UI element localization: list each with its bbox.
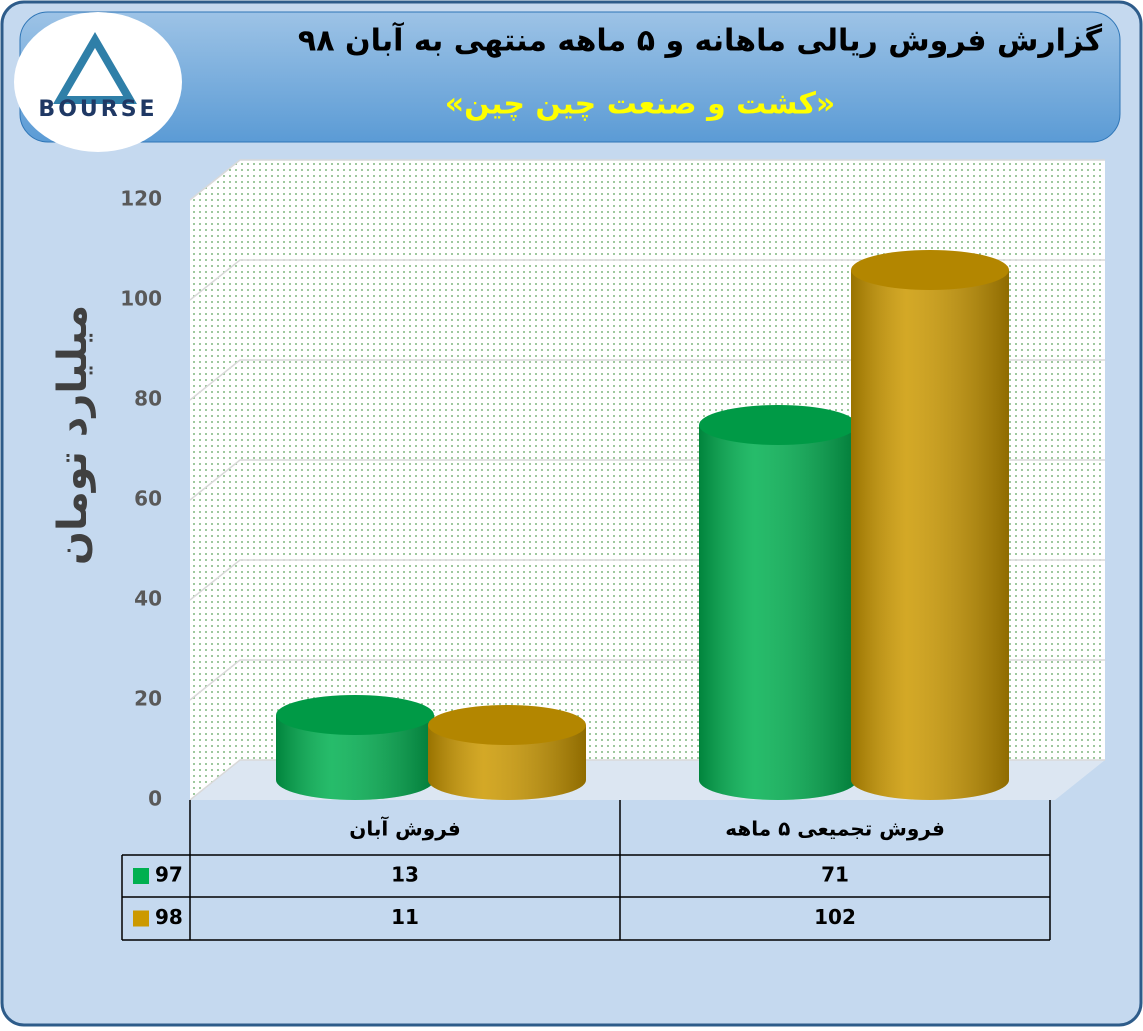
bar xyxy=(276,695,434,800)
x-tick-label: فروش آبان xyxy=(349,816,460,841)
chart-title: گزارش فروش ریالی ماهانه و ۵ ماهه منتهی ب… xyxy=(298,22,1103,59)
grid-line xyxy=(189,359,1105,401)
legend-swatch xyxy=(133,910,149,927)
bar-top xyxy=(428,705,586,745)
bar-shade xyxy=(699,425,857,800)
chart-subtitle: «کشت و صنعت چین چین» xyxy=(445,87,836,122)
bar-top-shade xyxy=(851,250,1009,290)
bar-shade xyxy=(428,725,586,800)
y-tick-label: 60 xyxy=(134,487,162,511)
legend-swatch xyxy=(133,868,149,884)
logo-text: BOURSE xyxy=(38,97,157,122)
bar-top-shade xyxy=(428,705,586,745)
bar-top xyxy=(276,695,434,735)
y-tick-label: 20 xyxy=(134,687,162,711)
grid-line xyxy=(189,159,1105,201)
table-value: 13 xyxy=(391,863,419,887)
logo-mark xyxy=(53,32,137,104)
bar-top xyxy=(851,250,1009,290)
legend-label: 98 xyxy=(155,905,183,929)
bar-top-shade xyxy=(276,695,434,735)
y-tick-label: 120 xyxy=(120,187,162,211)
table-value: 71 xyxy=(821,863,849,887)
table-value: 102 xyxy=(814,905,856,929)
bar-shade xyxy=(276,715,434,800)
y-tick-label: 80 xyxy=(134,387,162,411)
bar-top xyxy=(699,405,857,445)
y-tick-label: 0 xyxy=(148,787,162,811)
bar xyxy=(851,250,1009,800)
y-tick-label: 100 xyxy=(120,287,162,311)
table-value: 11 xyxy=(391,905,419,929)
logo-bg xyxy=(14,12,182,152)
bar xyxy=(699,405,857,800)
bar-shade xyxy=(851,270,1009,800)
bar-top-shade xyxy=(699,405,857,445)
legend-label: 97 xyxy=(155,863,183,887)
bar xyxy=(428,705,586,800)
y-tick-label: 40 xyxy=(134,587,162,611)
y-axis-label: میلیارد تومان xyxy=(50,305,96,565)
grid-line xyxy=(189,259,1105,301)
x-tick-label: فروش تجمیعی ۵ ماهه xyxy=(725,817,945,841)
